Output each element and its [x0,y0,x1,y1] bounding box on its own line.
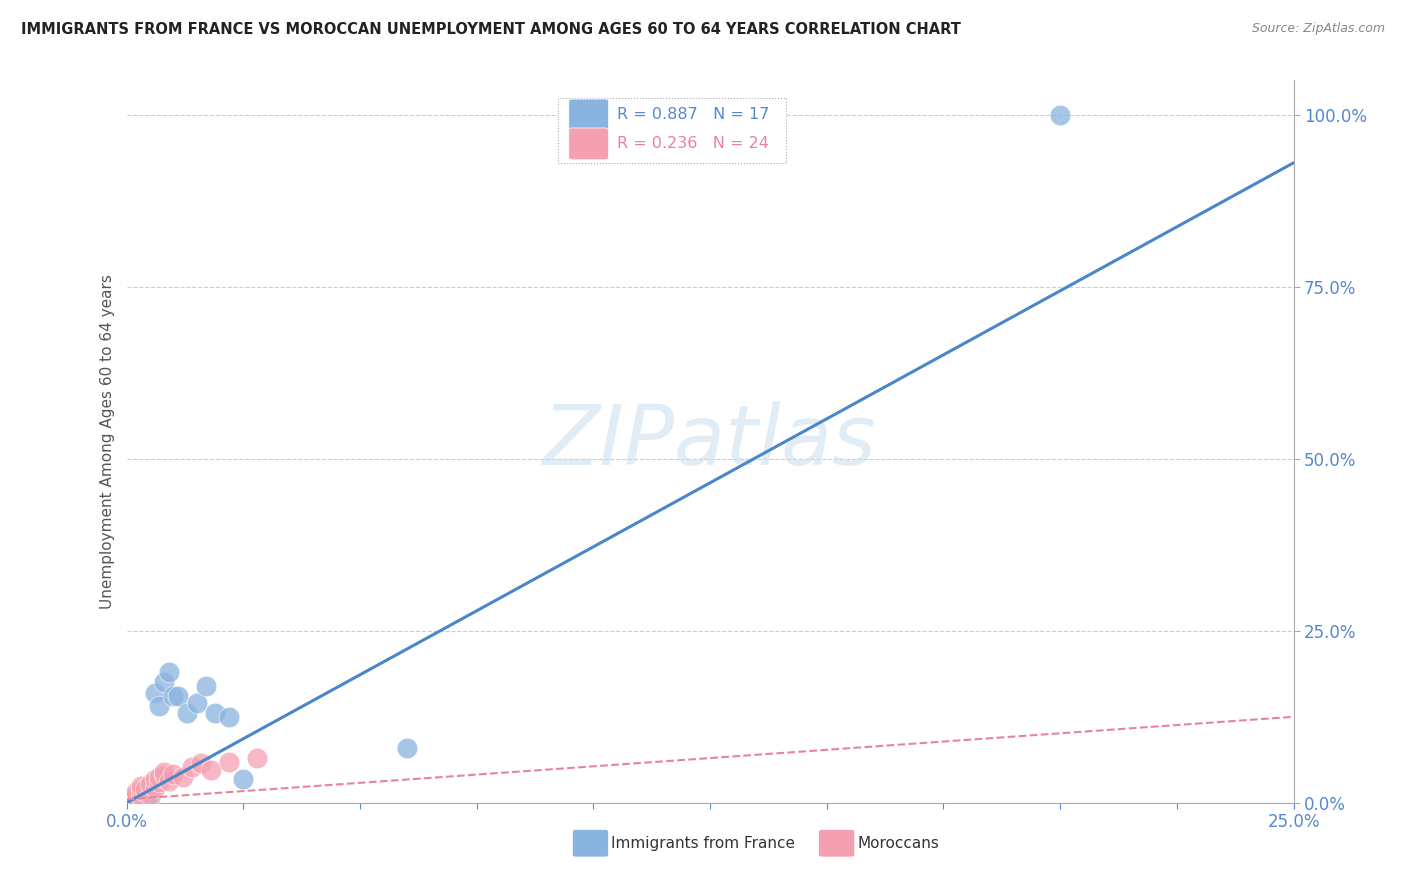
Point [129,789,152,803]
Point [218,755,240,769]
Point [162,767,184,781]
Point [1049,108,1071,122]
Point [186,696,208,710]
Text: IMMIGRANTS FROM FRANCE VS MOROCCAN UNEMPLOYMENT AMONG AGES 60 TO 64 YEARS CORREL: IMMIGRANTS FROM FRANCE VS MOROCCAN UNEMP… [21,22,960,37]
FancyBboxPatch shape [569,128,609,160]
Text: R = 0.887   N = 17: R = 0.887 N = 17 [617,107,769,122]
FancyBboxPatch shape [572,830,609,857]
Point [129,794,152,808]
Text: R = 0.236   N = 24: R = 0.236 N = 24 [617,136,769,152]
Point [204,706,226,721]
Text: Moroccans: Moroccans [858,836,939,851]
FancyBboxPatch shape [818,830,855,857]
Point [190,756,212,770]
Point [180,760,202,774]
Point [232,772,254,786]
Point [218,710,240,724]
FancyBboxPatch shape [558,98,786,163]
Point [120,790,142,805]
Point [143,780,166,795]
Point [129,783,152,797]
Point [172,770,194,784]
Point [153,768,176,782]
Point [194,679,217,693]
Point [129,779,152,793]
Point [153,764,176,779]
Point [200,763,222,777]
Text: Source: ZipAtlas.com: Source: ZipAtlas.com [1251,22,1385,36]
Point [143,686,166,700]
Point [176,706,198,721]
Point [139,791,162,805]
Point [125,785,148,799]
Y-axis label: Unemployment Among Ages 60 to 64 years: Unemployment Among Ages 60 to 64 years [100,274,115,609]
Point [148,770,170,784]
FancyBboxPatch shape [569,99,609,131]
Point [134,782,156,797]
Point [395,740,418,755]
Point [134,792,156,806]
Point [157,665,180,679]
Point [246,751,269,765]
Text: ZIPatlas: ZIPatlas [543,401,877,482]
Point [148,699,170,714]
Point [120,792,142,806]
Point [167,689,190,703]
Point [153,675,176,690]
Point [139,788,162,802]
Point [157,773,180,788]
Point [148,775,170,789]
Point [143,772,166,786]
Point [139,776,162,790]
Point [162,689,184,703]
Point [125,789,148,803]
Text: Immigrants from France: Immigrants from France [610,836,794,851]
